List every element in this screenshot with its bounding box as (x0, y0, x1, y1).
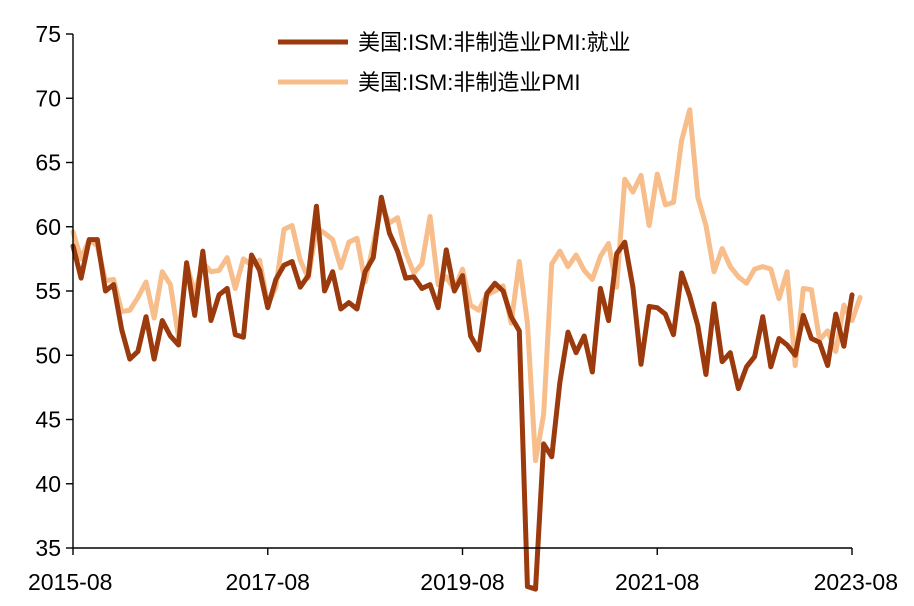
legend-item-pmi: 美国:ISM:非制造业PMI (278, 70, 580, 95)
y-tick-label: 55 (35, 278, 61, 304)
x-tick-label: 2023-08 (814, 569, 898, 595)
y-tick-label: 75 (35, 21, 61, 47)
y-tick-label: 40 (35, 471, 61, 497)
x-tick-label: 2015-08 (28, 569, 112, 595)
legend: 美国:ISM:非制造业PMI:就业 美国:ISM:非制造业PMI (278, 30, 631, 95)
legend-label-employment: 美国:ISM:非制造业PMI:就业 (358, 30, 631, 55)
y-tick-label: 35 (35, 535, 61, 561)
y-tick-label: 50 (35, 342, 61, 368)
y-tick-label: 70 (35, 85, 61, 111)
series-line-employment (70, 194, 855, 592)
x-tick-label: 2019-08 (420, 569, 504, 595)
legend-label-pmi: 美国:ISM:非制造业PMI (358, 70, 580, 95)
series-layer (70, 107, 863, 592)
legend-item-employment: 美国:ISM:非制造业PMI:就业 (278, 30, 631, 55)
x-tick-label: 2017-08 (226, 569, 310, 595)
x-tick-label: 2021-08 (615, 569, 699, 595)
y-tick-label: 60 (35, 214, 61, 240)
y-tick-label: 65 (35, 150, 61, 176)
y-tick-label: 45 (35, 407, 61, 433)
axes-layer: 35 40 45 50 55 60 65 70 75 2015-08 2017-08 2019-08 2… (28, 21, 898, 595)
